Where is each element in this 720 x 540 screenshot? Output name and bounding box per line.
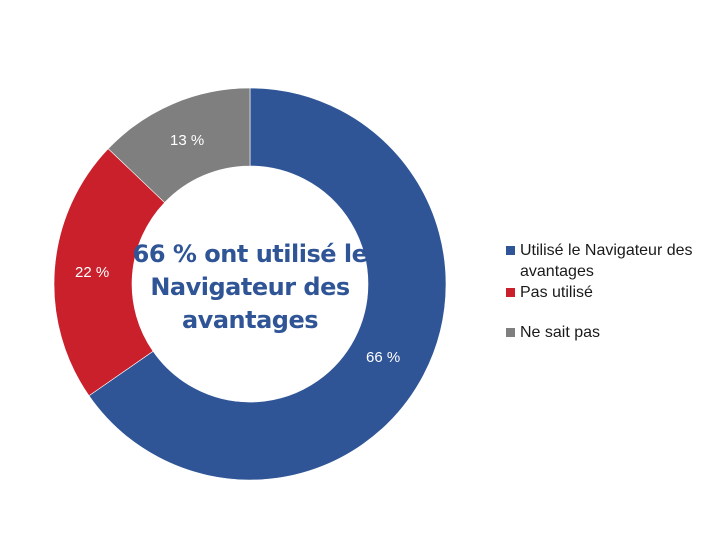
slice-unknown [107,87,251,203]
center-title-line-1: 66 % ont utilisé le [132,240,368,268]
center-title-line-2: Navigateur des [150,273,350,301]
data-label-not-used: 22 % [75,264,110,281]
donut-center-title: 66 % ont utilisé le Navigateur des avant… [132,238,368,337]
legend-item-unknown: Ne sait pas [506,322,720,343]
legend-swatch-not-used [506,288,515,297]
chart-legend: Utilisé le Navigateur des avantages Pas … [506,240,720,343]
data-label-used: 66 % [366,349,401,366]
center-title-line-3: avantages [181,306,319,334]
legend-label-unknown: Ne sait pas [520,324,601,341]
legend-item-used: Utilisé le Navigateur des avantages [506,240,720,282]
legend-label-used: Utilisé le Navigateur des avantages [520,242,693,280]
data-label-unknown: 13 % [170,132,205,149]
donut-slices [53,87,447,481]
legend-swatch-unknown [506,328,515,337]
legend-swatch-used [506,246,515,255]
slice-not-used [53,148,166,397]
legend-item-not-used: Pas utilisé [506,282,720,303]
legend-label-not-used: Pas utilisé [520,284,593,301]
slice-used [88,87,447,481]
